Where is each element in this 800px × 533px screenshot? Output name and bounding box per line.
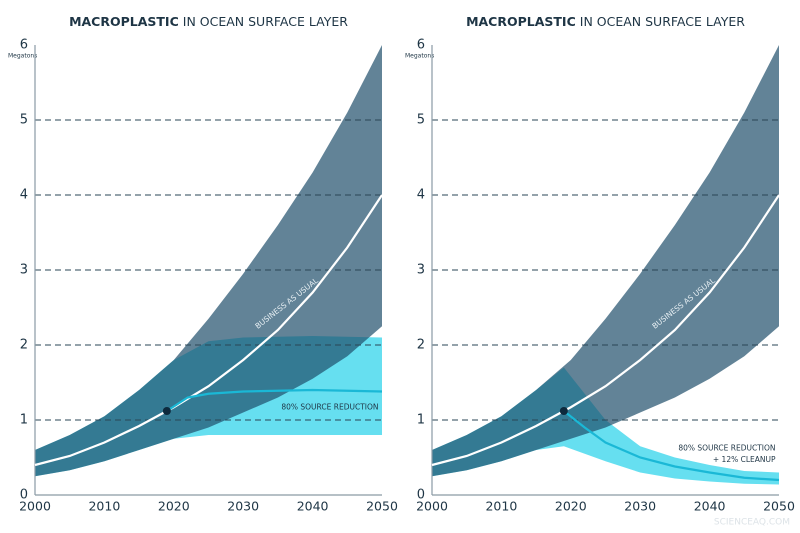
line xyxy=(431,194,780,467)
y-tick-label: 3 xyxy=(417,263,425,278)
y-tick-label: 6 xyxy=(417,38,425,53)
y-tick-label: 2 xyxy=(417,338,425,353)
y-tick-label: 1 xyxy=(20,413,28,428)
x-tick-label: 2000 xyxy=(19,499,51,514)
annotation: 80% SOURCE REDUCTION xyxy=(678,444,775,453)
y-tick-label: 0 xyxy=(417,488,425,503)
x-tick-label: 2040 xyxy=(694,499,726,514)
x-tick-label: 2030 xyxy=(227,499,259,514)
point xyxy=(559,407,568,415)
y-axis-label: Megatons xyxy=(8,53,37,60)
annotation: 80% SOURCE REDUCTION xyxy=(281,402,378,411)
y-tick-label: 5 xyxy=(417,113,425,128)
x-tick-label: 2010 xyxy=(485,499,517,514)
x-tick-label: 2010 xyxy=(88,499,120,514)
y-axis-label: Megatons xyxy=(405,53,434,60)
line xyxy=(563,410,780,482)
x-tick-label: 2040 xyxy=(297,499,329,514)
y-tick-label: 5 xyxy=(20,113,28,128)
y-tick-label: 4 xyxy=(20,188,28,203)
chart: MACROPLASTIC IN OCEAN SURFACE LAYER Megato… xyxy=(8,14,398,514)
x-tick-label: 2050 xyxy=(366,499,398,514)
y-tick-label: 3 xyxy=(20,263,28,278)
band xyxy=(432,45,779,477)
chart: MACROPLASTIC IN OCEAN SURFACE LAYER Megato… xyxy=(405,14,795,514)
y-tick-label: 6 xyxy=(20,38,28,53)
x-tick-label: 2020 xyxy=(158,499,190,514)
line xyxy=(166,388,383,412)
x-tick-label: 2000 xyxy=(416,499,448,514)
line xyxy=(34,194,383,467)
title-text: IN OCEAN SURFACE LAYER xyxy=(183,14,348,29)
y-tick-label: 0 xyxy=(20,488,28,503)
annotation: + 12% CLEANUP xyxy=(713,455,776,464)
title-text: IN OCEAN SURFACE LAYER xyxy=(580,14,745,29)
y-tick-label: 2 xyxy=(20,338,28,353)
band xyxy=(35,45,382,477)
chart-title: MACROPLASTIC IN OCEAN SURFACE LAYER xyxy=(69,14,348,29)
chart-title: MACROPLASTIC IN OCEAN SURFACE LAYER xyxy=(466,14,745,29)
y-tick-label: 4 xyxy=(417,188,425,203)
point xyxy=(162,407,171,415)
title-emphasis: MACROPLASTIC xyxy=(69,14,179,29)
y-tick-label: 1 xyxy=(417,413,425,428)
x-tick-label: 2020 xyxy=(555,499,587,514)
x-tick-label: 2030 xyxy=(624,499,656,514)
watermark: SCIENCEAQ.COM xyxy=(714,518,790,528)
x-tick-label: 2050 xyxy=(763,499,795,514)
title-emphasis: MACROPLASTIC xyxy=(466,14,576,29)
